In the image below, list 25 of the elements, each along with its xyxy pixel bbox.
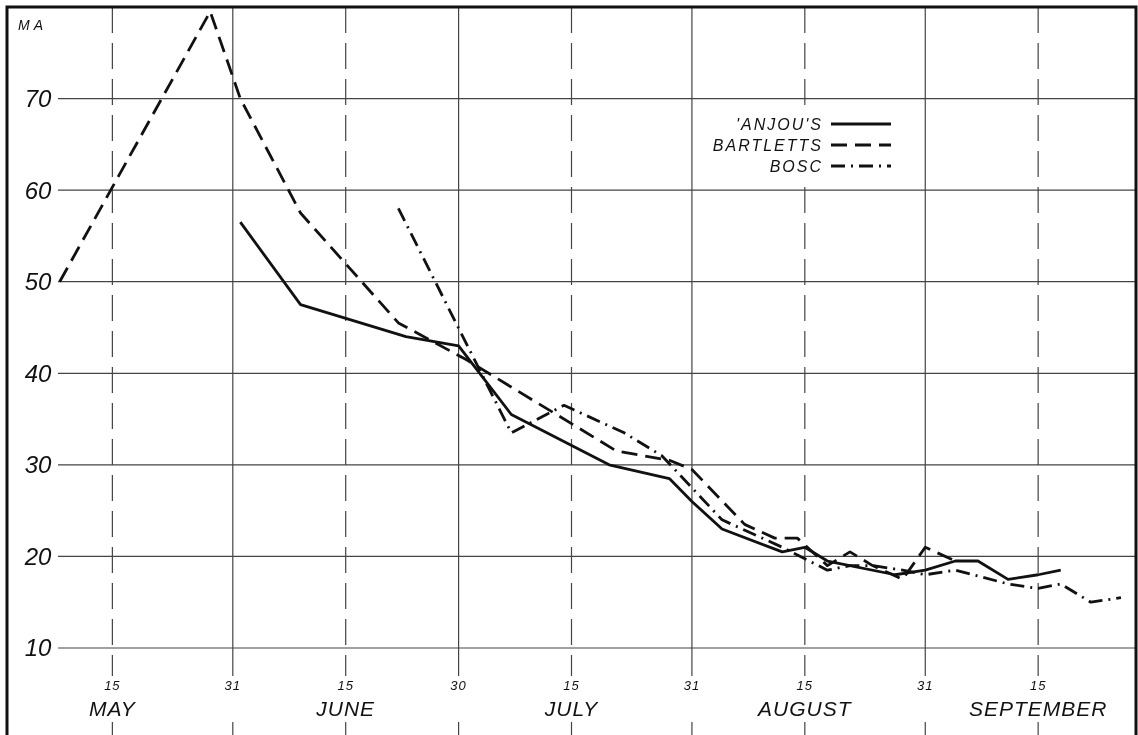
y-axis-title: MA	[18, 17, 47, 33]
y-tick-label: 40	[24, 359, 52, 387]
legend-label: BOSC	[769, 157, 823, 175]
annotation: JULY	[543, 697, 600, 720]
legend-label: BARTLETTS	[712, 136, 823, 154]
y-tick-label: 60	[24, 176, 52, 204]
legend-label: 'ANJOU'S	[735, 115, 823, 133]
annotation: AUGUST	[756, 697, 853, 720]
x-tick-label: 15	[337, 678, 354, 693]
x-tick-label: 31	[683, 678, 701, 693]
x-tick-label: 15	[563, 678, 580, 693]
y-tick-label: 30	[24, 451, 52, 479]
annotation: SEPTEMBER	[968, 697, 1108, 720]
y-tick-label: 20	[23, 542, 52, 570]
annotation: MAY	[88, 697, 137, 720]
y-tick-label: 70	[24, 84, 52, 112]
y-tick-label: 10	[24, 634, 52, 662]
x-tick-label: 30	[450, 678, 467, 693]
x-tick-label: 31	[917, 678, 934, 693]
x-tick-label: 15	[1029, 678, 1047, 693]
x-tick-label: 31	[224, 678, 242, 693]
y-tick-label: 50	[24, 268, 52, 296]
x-tick-label: 15	[104, 678, 121, 693]
annotation: JUNE	[315, 697, 376, 720]
x-tick-label: 15	[796, 678, 814, 693]
